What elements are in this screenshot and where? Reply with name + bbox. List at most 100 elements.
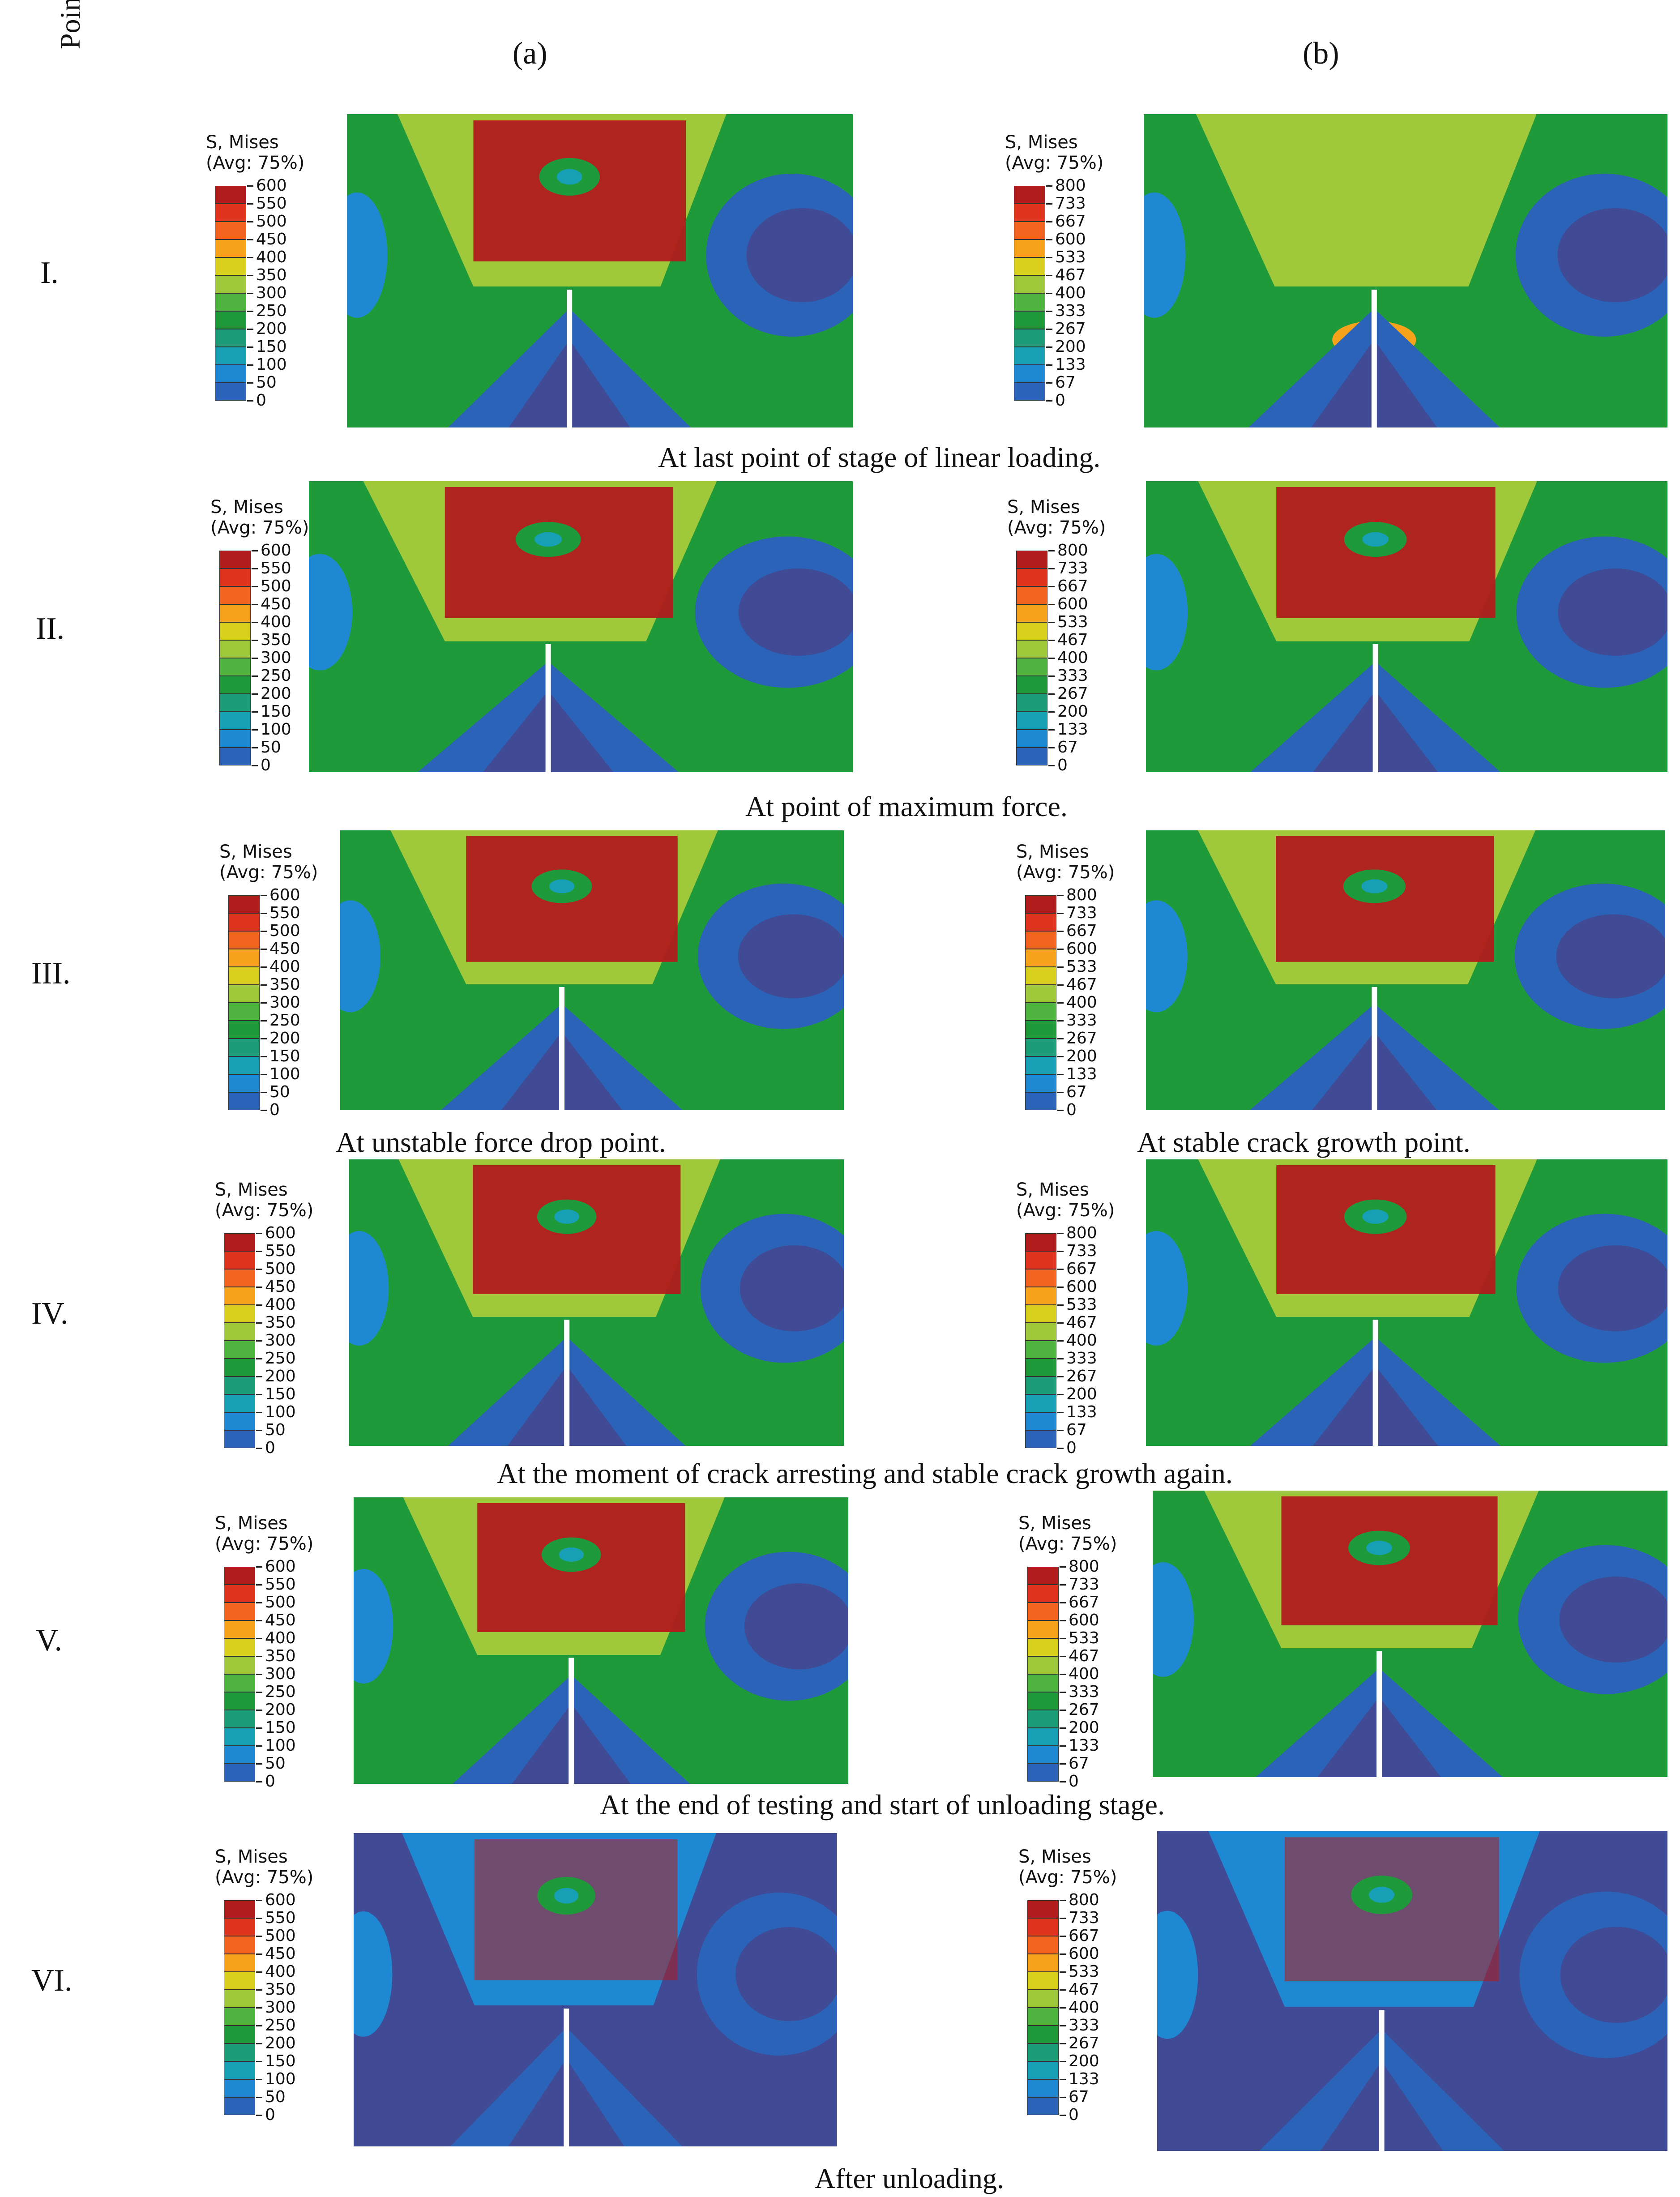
legend-swatch [228, 913, 260, 931]
legend-tick [1057, 1110, 1064, 1111]
column-a-heading: (a) [513, 36, 547, 71]
legend-tick [247, 203, 253, 205]
legend-value: 300 [261, 649, 291, 667]
legend-tick [1060, 2025, 1066, 2026]
legend-tick [1046, 382, 1052, 384]
stress-legend-10: S, Mises (Avg: 75%) 800 733 667 600 533 467 400 3… [1018, 1513, 1197, 1813]
legend-swatch [224, 1323, 255, 1341]
legend-swatch [215, 186, 246, 204]
legend-tick [247, 382, 253, 384]
legend-subtitle: (Avg: 75%) [206, 153, 305, 173]
legend-tick [261, 931, 267, 932]
legend-value: 267 [1069, 1701, 1099, 1719]
legend-subtitle: (Avg: 75%) [1018, 1867, 1117, 1888]
legend-swatch [224, 1585, 255, 1603]
legend-tick [1057, 1269, 1064, 1270]
legend-value: 50 [265, 1421, 286, 1439]
legend-value: 333 [1066, 1011, 1097, 1030]
legend-value: 667 [1055, 212, 1086, 231]
legend-value: 200 [261, 684, 291, 703]
legend-tick [256, 1989, 262, 1991]
legend-tick [1060, 1745, 1066, 1747]
stress-legend-2: S, Mises (Avg: 75%) 800 733 667 600 533 467 400 3… [1005, 132, 1184, 432]
legend-tick [247, 364, 253, 366]
legend-value: 50 [265, 2088, 286, 2106]
legend-tick [252, 675, 258, 677]
legend-value: 333 [1066, 1349, 1097, 1368]
legend-swatch [1025, 1394, 1056, 1412]
legend-value: 733 [1069, 1909, 1099, 1927]
legend-swatch [1027, 2061, 1059, 2079]
legend-tick [1060, 2079, 1066, 2080]
legend-tick [1057, 1002, 1064, 1004]
legend-tick [1057, 1394, 1064, 1395]
row-label-4: IV. [31, 1296, 68, 1331]
legend-value: 200 [1069, 1718, 1099, 1737]
legend-tick [1048, 568, 1055, 569]
legend-value: 533 [1055, 248, 1086, 266]
legend-swatch [224, 1269, 255, 1287]
legend-subtitle: (Avg: 75%) [210, 517, 309, 538]
legend-swatch [224, 2061, 255, 2079]
legend-tick [256, 1394, 262, 1395]
legend-swatch [224, 1674, 255, 1692]
legend-swatch [1027, 1746, 1059, 1764]
legend-value: 550 [265, 1575, 296, 1594]
legend-value: 67 [1069, 2088, 1089, 2106]
legend-value: 550 [269, 904, 300, 922]
legend-value: 467 [1057, 631, 1088, 649]
legend-value: 800 [1069, 1891, 1099, 1909]
legend-swatch [1016, 640, 1047, 658]
legend-tick [256, 1358, 262, 1359]
legend-tick [1057, 1233, 1064, 1234]
legend-swatch [228, 931, 260, 949]
legend-swatch [1014, 186, 1045, 204]
legend-tick [1060, 1674, 1066, 1675]
legend-swatch [224, 2097, 255, 2115]
legend-tick [256, 1936, 262, 1937]
legend-swatch [1025, 931, 1056, 949]
legend-tick [1048, 729, 1055, 731]
legend-value: 0 [265, 1772, 275, 1791]
legend-tick [1048, 693, 1055, 695]
legend-value: 300 [269, 993, 300, 1012]
legend-swatch [215, 347, 246, 365]
legend-swatch [224, 1746, 255, 1764]
legend-title: S, Mises [215, 1180, 288, 1200]
legend-swatch [1014, 222, 1045, 239]
point-axis-label: Point [54, 0, 86, 49]
legend-value: 600 [269, 886, 300, 904]
legend-tick [252, 622, 258, 623]
legend-tick [1057, 913, 1064, 914]
legend-tick [1057, 1020, 1064, 1022]
legend-swatch [215, 329, 246, 347]
legend-swatch [215, 293, 246, 311]
legend-swatch [224, 1710, 255, 1728]
legend-tick [261, 1038, 267, 1039]
legend-title: S, Mises [1018, 1847, 1091, 1867]
legend-tick [256, 1322, 262, 1324]
legend-value: 150 [269, 1047, 300, 1065]
legend-tick [1046, 400, 1052, 402]
legend-swatch [219, 658, 251, 676]
legend-swatch [224, 2026, 255, 2043]
legend-swatch [1025, 1430, 1056, 1448]
stress-legend-11: S, Mises (Avg: 75%) 600 550 500 450 400 350 300 2… [215, 1847, 394, 2146]
legend-value: 550 [265, 1909, 296, 1927]
legend-swatch [224, 1620, 255, 1638]
legend-value: 550 [261, 559, 291, 577]
legend-swatch [224, 1376, 255, 1394]
legend-subtitle: (Avg: 75%) [1007, 517, 1106, 538]
legend-value: 0 [1069, 1772, 1079, 1791]
legend-value: 200 [1066, 1385, 1097, 1403]
legend-swatch [219, 622, 251, 640]
legend-title: S, Mises [215, 1847, 288, 1867]
legend-value: 200 [1069, 2052, 1099, 2070]
legend-value: 450 [265, 1945, 296, 1963]
legend-swatch [224, 1656, 255, 1674]
caption-row-3b: At stable crack growth point. [1137, 1126, 1471, 1158]
legend-value: 267 [1057, 684, 1088, 703]
legend-swatch [1025, 1074, 1056, 1092]
legend-tick [261, 1020, 267, 1022]
legend-value: 100 [269, 1065, 300, 1083]
